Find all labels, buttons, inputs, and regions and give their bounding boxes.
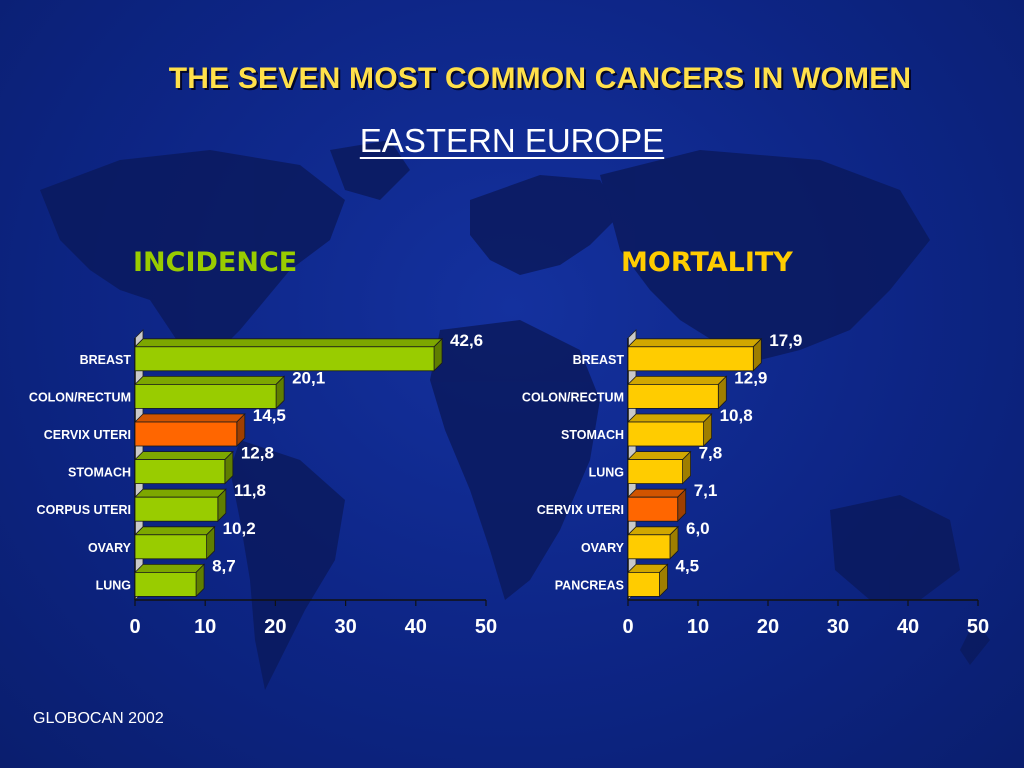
mortality-chart-title: MORTALITY — [621, 247, 793, 278]
north-america-shape — [40, 150, 345, 360]
incidence-chart: 0 10 20 30 40 50 BREAST 42,6 COLON/RECTUM 20,1 CER… — [29, 329, 497, 638]
mortality-category-label: COLON/RECTUM — [522, 390, 624, 404]
mortality-x-tick-label: 0 — [622, 616, 633, 638]
mortality-bar — [627, 413, 713, 447]
incidence-category-label: COLON/RECTUM — [29, 390, 131, 404]
incidence-x-tick-label: 30 — [334, 616, 356, 638]
mortality-category-label: PANCREAS — [555, 578, 624, 592]
incidence-chart-title: INCIDENCE — [133, 247, 298, 278]
mortality-value-label: 7,1 — [694, 481, 718, 500]
mortality-x-tick-label: 10 — [687, 616, 709, 638]
mortality-bar — [627, 525, 679, 560]
incidence-bar — [134, 337, 444, 372]
incidence-x-tick-label: 20 — [264, 616, 286, 638]
page-title: THE SEVEN MOST COMMON CANCERS IN WOMEN — [168, 62, 912, 95]
new-zealand-shape — [960, 620, 990, 665]
mortality-category-label: LUNG — [589, 466, 624, 480]
greenland-shape — [330, 140, 410, 200]
incidence-value-label: 12,8 — [241, 444, 274, 463]
australia-shape — [830, 495, 960, 600]
mortality-value-label: 4,5 — [676, 556, 700, 575]
incidence-x-tick-label: 0 — [129, 616, 140, 638]
mortality-x-tick-label: 20 — [757, 616, 779, 638]
incidence-bar — [134, 525, 216, 560]
mortality-bar — [627, 488, 687, 523]
mortality-x-tick-label: 50 — [967, 616, 989, 638]
mortality-category-label: BREAST — [573, 353, 625, 367]
mortality-bar — [627, 337, 763, 372]
incidence-value-label: 10,2 — [223, 519, 256, 538]
mortality-value-label: 6,0 — [686, 519, 710, 538]
incidence-value-label: 11,8 — [234, 481, 266, 500]
page-subtitle: EASTERN EUROPE — [359, 122, 665, 159]
mortality-bar — [627, 563, 669, 598]
mortality-bar — [627, 375, 728, 410]
south-america-shape — [230, 440, 345, 690]
mortality-chart: 0 10 20 30 40 50 BREAST 17,9 COLON/RECTUM 12,9 STO… — [522, 329, 989, 638]
incidence-bar — [134, 563, 206, 598]
incidence-bar — [134, 488, 227, 523]
mortality-category-label: STOMACH — [561, 428, 624, 442]
mortality-x-tick-label: 30 — [827, 616, 849, 638]
incidence-category-label: BREAST — [80, 353, 132, 367]
incidence-value-label: 8,7 — [212, 556, 236, 575]
mortality-bar — [627, 450, 692, 485]
incidence-value-label: 42,6 — [450, 331, 483, 350]
incidence-x-tick-label: 10 — [194, 616, 216, 638]
mortality-category-label: OVARY — [581, 541, 625, 555]
mortality-value-label: 17,9 — [769, 331, 802, 350]
africa-shape — [430, 320, 600, 600]
incidence-category-label: LUNG — [96, 578, 131, 592]
incidence-bar — [134, 375, 286, 410]
mortality-value-label: 10,8 — [720, 406, 753, 425]
source-label: GLOBOCAN 2002 — [33, 710, 164, 727]
incidence-bar — [134, 413, 246, 447]
mortality-category-label: CERVIX UTERI — [537, 503, 624, 517]
incidence-value-label: 20,1 — [292, 368, 325, 387]
incidence-x-tick-label: 50 — [475, 616, 497, 638]
mortality-value-label: 12,9 — [734, 368, 767, 387]
incidence-category-label: CERVIX UTERI — [44, 428, 131, 442]
incidence-category-label: OVARY — [88, 541, 132, 555]
incidence-bar — [134, 450, 234, 485]
europe-shape — [470, 175, 620, 275]
mortality-value-label: 7,8 — [699, 444, 723, 463]
mortality-x-tick-label: 40 — [897, 616, 919, 638]
incidence-value-label: 14,5 — [253, 406, 286, 425]
asia-shape — [600, 150, 930, 360]
incidence-category-label: CORPUS UTERI — [37, 503, 131, 517]
incidence-category-label: STOMACH — [68, 466, 131, 480]
incidence-x-tick-label: 40 — [405, 616, 427, 638]
